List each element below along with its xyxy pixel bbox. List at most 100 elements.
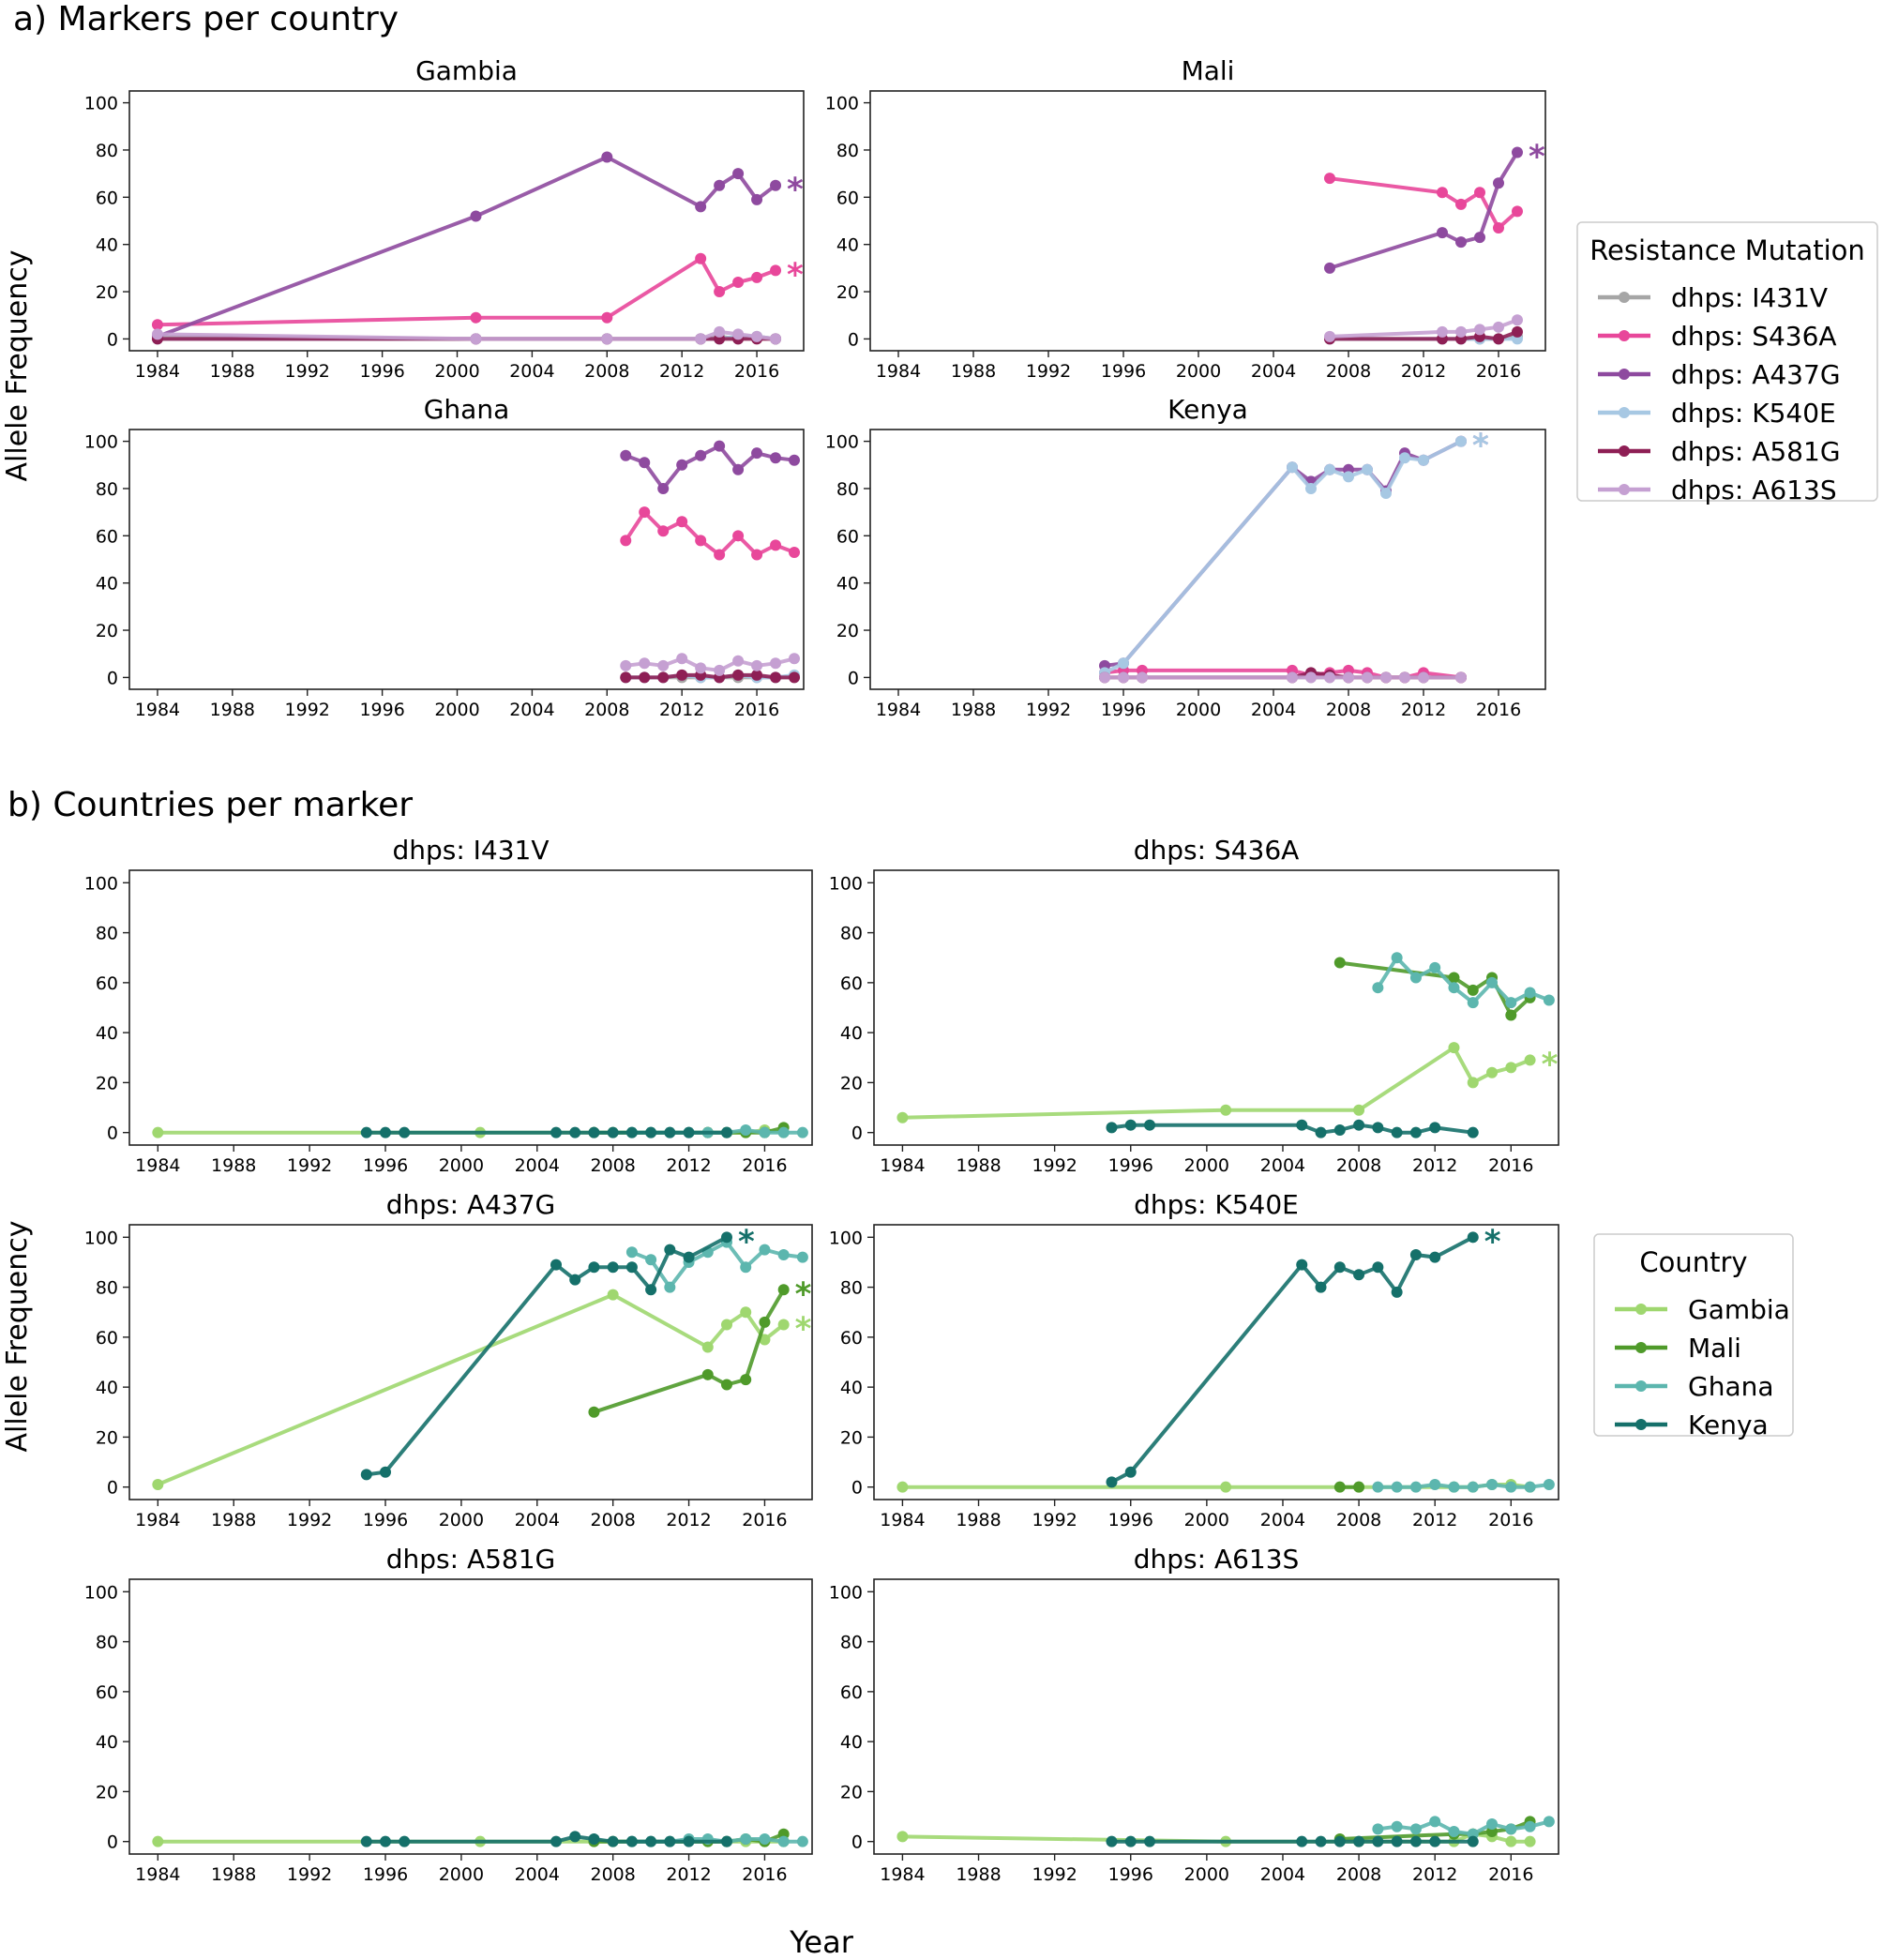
data-point: [1333, 1481, 1346, 1493]
data-point: [1543, 994, 1555, 1006]
data-point: [789, 546, 801, 558]
data-point: [676, 669, 688, 681]
legend-country: Country Gambia Mali Ghana Kenya: [1593, 1233, 1794, 1440]
data-point: [1505, 1823, 1517, 1835]
y-tick-label: 60: [96, 526, 118, 547]
data-point: [732, 168, 745, 180]
data-point: [1448, 1826, 1460, 1838]
data-point: [639, 457, 651, 469]
data-point: [683, 1835, 695, 1847]
legend-entry-dhps-k540e: dhps: K540E: [1598, 398, 1836, 429]
x-tick-label: 2012: [666, 1864, 711, 1885]
x-tick-label: 2012: [666, 1510, 711, 1530]
data-point: [152, 1835, 164, 1847]
data-point: [1118, 657, 1129, 670]
data-point: [1315, 1126, 1327, 1138]
y-tick-label: 60: [96, 973, 118, 994]
data-point: [732, 655, 745, 667]
x-tick-label: 1984: [880, 1864, 925, 1885]
y-axis-label-top: Allele Frequency: [1, 250, 34, 482]
x-tick-label: 2016: [1488, 1864, 1533, 1885]
data-point: [1333, 1124, 1346, 1137]
y-tick-label: 20: [840, 1782, 863, 1802]
plot-frame: [128, 1224, 813, 1500]
series-dhps-a437g: *: [1324, 138, 1545, 274]
data-point: [1333, 1835, 1346, 1847]
series-line-ghana: [1378, 1483, 1550, 1489]
data-point: [759, 1244, 771, 1256]
x-tick-label: 2016: [742, 1510, 787, 1530]
series-line-ghana: [1376, 956, 1550, 1005]
legend-label: Kenya: [1688, 1410, 1769, 1440]
data-point: [1353, 1481, 1365, 1493]
significance-asterisk: *: [1472, 428, 1489, 465]
data-point: [1512, 205, 1523, 218]
series-dhps-k540e: *: [1099, 428, 1489, 679]
data-point: [740, 1124, 752, 1137]
data-point: [1437, 325, 1448, 338]
data-point: [721, 1319, 732, 1331]
x-tick-label: 1996: [1101, 361, 1146, 382]
series-dhps-s436a: [620, 506, 801, 561]
x-tick-label: 2008: [590, 1864, 635, 1885]
series-mali: [1333, 957, 1536, 1021]
data-point: [1124, 1835, 1137, 1847]
data-point: [569, 1274, 581, 1286]
data-point: [569, 1126, 581, 1138]
data-point: [1448, 972, 1460, 984]
data-point: [569, 1831, 581, 1843]
data-point: [1505, 1481, 1517, 1493]
data-point: [1429, 961, 1441, 973]
data-point: [399, 1126, 411, 1138]
data-point: [1391, 1286, 1403, 1298]
series-mali: *: [588, 1275, 812, 1418]
data-point: [721, 1379, 732, 1391]
x-tick-label: 1996: [363, 1864, 408, 1885]
data-point: [770, 179, 782, 191]
data-point: [151, 328, 163, 340]
y-tick-label: 0: [107, 1832, 118, 1853]
data-point: [751, 549, 763, 561]
data-point: [1543, 1816, 1555, 1828]
data-point: [1324, 330, 1335, 342]
data-point: [1391, 1481, 1403, 1493]
x-tick-label: 1992: [287, 1864, 332, 1885]
legend-swatch-marker: [1619, 369, 1630, 380]
data-point: [588, 1261, 600, 1274]
data-point: [1429, 1816, 1441, 1828]
data-point: [714, 549, 726, 561]
series-dhps-s436a: *: [151, 252, 804, 331]
x-tick-label: 2012: [666, 1155, 711, 1176]
data-point: [1399, 671, 1410, 684]
x-tick-label: 1988: [951, 361, 996, 382]
x-tick-label: 2016: [1476, 700, 1521, 720]
series-kenya: [1106, 1119, 1479, 1138]
data-point: [676, 516, 688, 528]
data-point: [1409, 1835, 1422, 1847]
data-point: [550, 1126, 562, 1138]
data-point: [751, 659, 763, 671]
data-point: [620, 535, 632, 547]
data-point: [721, 1835, 732, 1847]
plot-frame: [873, 869, 1559, 1146]
data-point: [1486, 1479, 1499, 1491]
data-point: [1324, 671, 1335, 684]
data-point: [1409, 1248, 1422, 1260]
y-tick-label: 0: [107, 1123, 118, 1144]
data-point: [770, 539, 782, 551]
x-axis-label: Year: [789, 1924, 854, 1960]
data-point: [607, 1126, 619, 1138]
y-tick-label: 40: [96, 1732, 118, 1753]
series-dhps-a613s: [620, 653, 801, 676]
series-gambia: *: [896, 1042, 1559, 1123]
y-tick-label: 80: [96, 479, 118, 500]
data-point: [1106, 1476, 1118, 1488]
legend-swatch-marker: [1635, 1380, 1647, 1392]
x-tick-label: 1988: [956, 1864, 1001, 1885]
data-point: [470, 210, 482, 222]
legend-label: dhps: A613S: [1671, 475, 1837, 505]
data-point: [1493, 222, 1504, 234]
panel-title: dhps: I431V: [392, 835, 549, 866]
data-point: [1287, 461, 1298, 474]
legend-entry-dhps-a437g: dhps: A437G: [1598, 359, 1841, 390]
